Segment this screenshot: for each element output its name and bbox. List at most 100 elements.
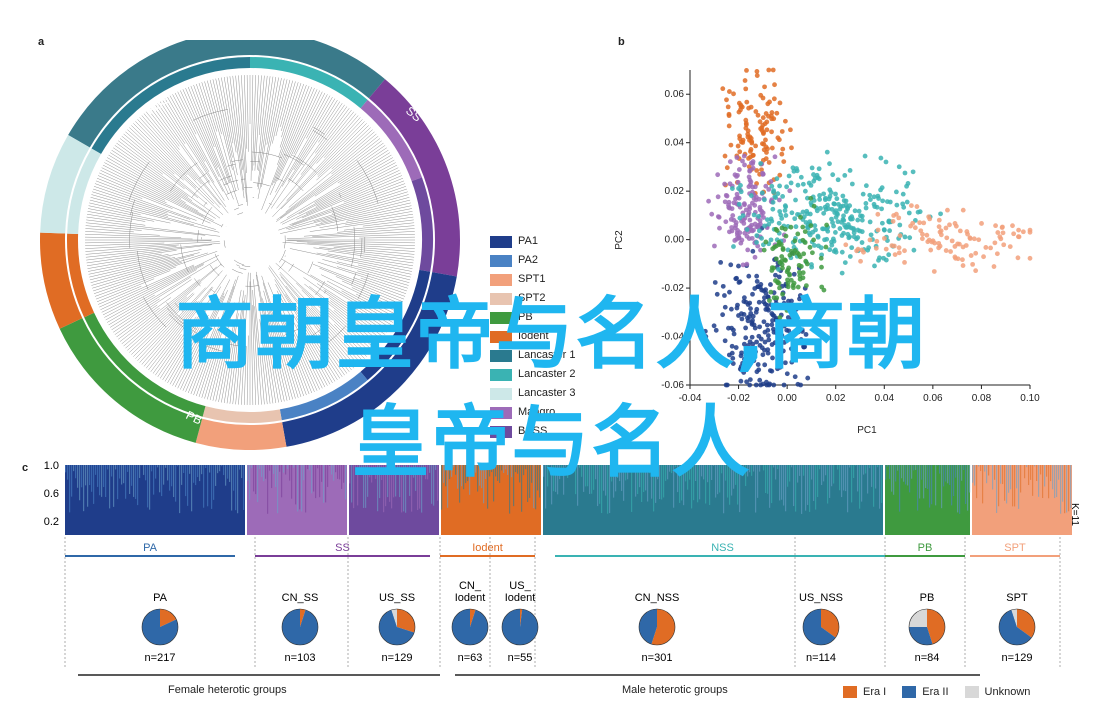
scatter-point bbox=[786, 328, 792, 334]
tree-branch bbox=[85, 222, 206, 236]
admixture-bar bbox=[992, 465, 994, 490]
admixture-bar bbox=[737, 465, 739, 505]
tree-branch bbox=[337, 225, 415, 233]
tree-branch bbox=[155, 104, 211, 183]
tree-branch bbox=[88, 205, 171, 224]
tree-branch bbox=[280, 276, 357, 367]
scatter-point bbox=[862, 153, 868, 159]
tree-branch bbox=[87, 213, 132, 222]
admixture-bar bbox=[321, 465, 323, 482]
admixture-bar bbox=[297, 465, 299, 512]
scatter-point bbox=[730, 355, 736, 361]
admixture-bar bbox=[1042, 465, 1044, 499]
tree-branch bbox=[253, 75, 259, 166]
scatter-point bbox=[798, 382, 804, 388]
tree-branch bbox=[320, 199, 411, 223]
scatter-point bbox=[827, 193, 833, 199]
scatter-point bbox=[718, 260, 724, 265]
admixture-bar bbox=[673, 465, 675, 508]
admixture-bar bbox=[85, 465, 87, 486]
admixture-bar bbox=[661, 465, 663, 500]
admixture-bar bbox=[261, 465, 263, 477]
tree-branch bbox=[101, 254, 220, 313]
admixture-bar bbox=[119, 465, 121, 479]
tree-branch bbox=[288, 197, 410, 230]
scatter-point bbox=[734, 155, 740, 160]
scatter-point bbox=[788, 346, 794, 352]
admixture-bar bbox=[217, 465, 219, 474]
tree-arc bbox=[211, 296, 214, 299]
era-legend-swatch bbox=[902, 686, 917, 698]
scatter-point bbox=[764, 382, 770, 388]
scatter-point bbox=[755, 362, 761, 367]
admixture-bar bbox=[1060, 465, 1062, 514]
tree-arc bbox=[238, 267, 247, 270]
scatter-point bbox=[770, 355, 775, 361]
tree-branch bbox=[146, 111, 229, 214]
admixture-bar bbox=[559, 465, 561, 480]
scatter-point bbox=[967, 235, 973, 241]
scatter-point bbox=[796, 329, 801, 335]
admixture-bar bbox=[121, 465, 123, 485]
scatter-point bbox=[750, 318, 755, 323]
legend-item: Mangro bbox=[490, 403, 575, 422]
admixture-bar bbox=[571, 465, 573, 471]
scatter-point bbox=[760, 171, 766, 177]
scatter-point bbox=[816, 166, 822, 172]
era-legend-swatch bbox=[843, 686, 857, 698]
scatter-point bbox=[845, 231, 851, 237]
scatter-point bbox=[768, 237, 774, 243]
admixture-bar bbox=[699, 465, 701, 500]
scatter-point bbox=[771, 265, 777, 271]
tree-branch bbox=[85, 240, 212, 244]
legend-item: Lancaster 2 bbox=[490, 365, 575, 384]
scatter-point bbox=[859, 240, 865, 245]
scatter-point bbox=[765, 327, 771, 333]
legend-swatch bbox=[490, 273, 512, 286]
scatter-point bbox=[741, 295, 747, 301]
scatter-point bbox=[747, 177, 753, 183]
scatter-point bbox=[795, 231, 801, 237]
tree-arc bbox=[351, 273, 357, 285]
tree-branch bbox=[314, 157, 393, 203]
admixture-bar bbox=[443, 465, 445, 483]
scatter-point bbox=[775, 191, 781, 197]
admixture-bar bbox=[871, 465, 873, 487]
scatter-point bbox=[780, 291, 785, 297]
scatter-point bbox=[763, 287, 768, 293]
tree-arc bbox=[197, 341, 224, 352]
scatter-point bbox=[1027, 229, 1033, 235]
scatter-point bbox=[782, 226, 788, 232]
scatter-point bbox=[747, 217, 753, 223]
tree-arc bbox=[137, 250, 149, 290]
tree-branch bbox=[123, 264, 222, 347]
tree-arc bbox=[283, 154, 305, 166]
admixture-bar bbox=[425, 465, 427, 480]
scatter-point bbox=[784, 308, 790, 313]
tree-branch bbox=[96, 278, 155, 302]
admixture-bar bbox=[137, 465, 139, 506]
scatter-point bbox=[947, 222, 952, 228]
tree-branch bbox=[116, 297, 171, 338]
scatter-point bbox=[761, 247, 767, 253]
pie-outline bbox=[638, 608, 676, 646]
scatter-point bbox=[756, 228, 762, 234]
tree-branch bbox=[129, 292, 194, 353]
pie-n-label: n=217 bbox=[145, 652, 176, 664]
admixture-bar bbox=[399, 465, 401, 498]
scatter-point bbox=[770, 312, 776, 318]
tree-branch bbox=[253, 279, 265, 405]
tree-branch bbox=[241, 75, 247, 173]
tree-branch bbox=[238, 75, 248, 206]
tree-branch bbox=[131, 125, 197, 189]
admixture-bar bbox=[1040, 465, 1042, 475]
admixture-bar bbox=[647, 465, 649, 502]
admixture-bar bbox=[675, 465, 677, 468]
scatter-point bbox=[820, 303, 826, 308]
scatter-point bbox=[771, 329, 777, 335]
scatter-point bbox=[738, 353, 744, 359]
scatter-point bbox=[811, 172, 816, 177]
scatter-point bbox=[776, 197, 782, 203]
scatter-point bbox=[970, 261, 976, 267]
admixture-bar bbox=[885, 465, 887, 480]
